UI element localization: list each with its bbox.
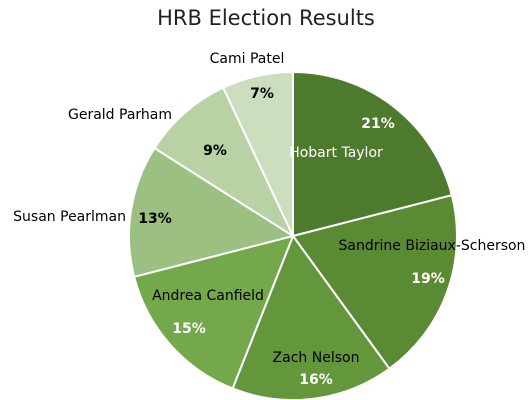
slice-label: Andrea Canfield xyxy=(152,288,264,304)
pie-slice-sandrine-biziaux-scherson xyxy=(291,193,458,371)
chart-title: HRB Election Results xyxy=(157,6,375,30)
pie-slice-susan-pearlman xyxy=(128,146,296,279)
pie-slice-zach-nelson xyxy=(231,233,391,400)
pie-slice-andrea-canfield xyxy=(132,234,295,390)
slice-label: Cami Patel xyxy=(210,51,285,67)
slice-percentage-label: 13% xyxy=(138,211,172,227)
pie-slice-hobart-taylor xyxy=(292,70,454,238)
slice-label: Susan Pearlman xyxy=(13,209,126,225)
slice-percentage-label: 21% xyxy=(361,116,395,132)
pie-slice-cami-patel xyxy=(221,70,294,237)
slice-percentage-label: 16% xyxy=(299,372,333,388)
slice-label: Gerald Parham xyxy=(68,107,172,123)
slice-percentage-label: 9% xyxy=(203,143,227,159)
slice-percentage-label: 7% xyxy=(250,86,274,102)
slice-percentage-label: 19% xyxy=(411,271,445,287)
slice-label: Sandrine Biziaux-Scherson xyxy=(339,238,526,254)
slice-percentage-label: 15% xyxy=(172,321,206,337)
pie-slice-gerald-parham xyxy=(153,86,296,239)
slice-label: Zach Nelson xyxy=(273,350,360,366)
slice-label: Hobart Taylor xyxy=(289,145,383,161)
